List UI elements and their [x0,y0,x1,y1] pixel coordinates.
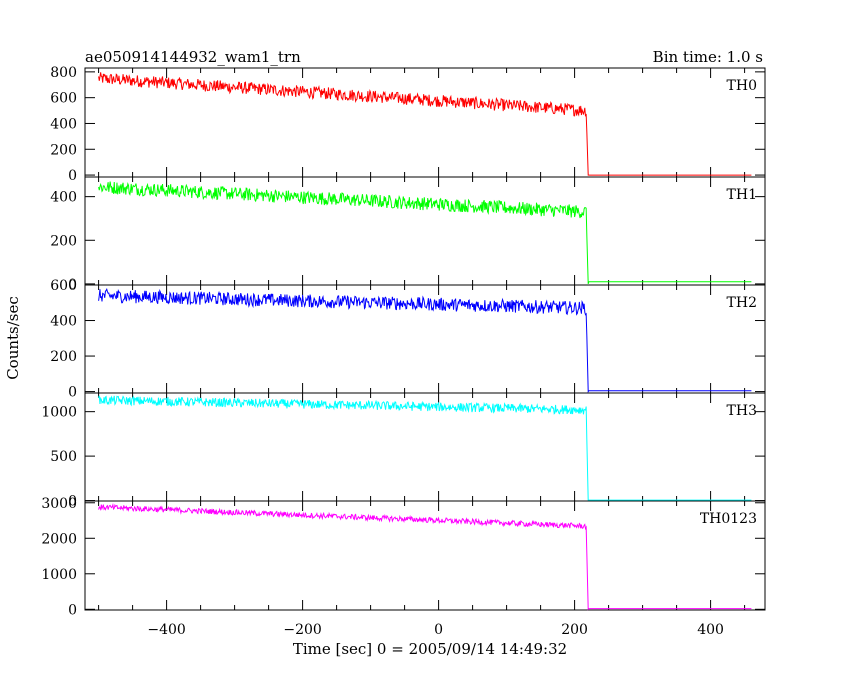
y-tick-label: 0 [68,277,77,293]
x-tick-label: −400 [147,622,185,638]
x-tick-label: −200 [283,622,321,638]
y-tick-label: 200 [50,142,77,158]
panel-label: TH1 [727,187,757,203]
x-tick-label: 0 [434,622,443,638]
y-tick-label: 200 [50,233,77,249]
panel-frame [84,176,766,286]
panel-th3: 0 500 1000 TH3 [41,392,766,510]
series-line-th1 [98,181,752,285]
panel-frame [84,500,766,611]
panel-th0: 0 200 400 600 800 TH0 [50,65,766,184]
x-tick-label: 400 [697,622,724,638]
y-tick-label: 600 [50,278,77,294]
y-tick-label: 2000 [41,531,77,547]
panel-frame [84,392,766,502]
series-line-th3 [98,395,752,502]
series-line-th0123 [98,502,752,611]
y-tick-label: 0 [68,494,77,510]
y-tick-label: 1000 [41,405,77,421]
y-tick-label: 400 [50,190,77,206]
x-axis-label: Time [sec] 0 = 2005/09/14 14:49:32 [293,640,567,658]
y-tick-label: 600 [50,91,77,107]
bin-time-label: Bin time: 1.0 s [653,48,763,66]
panel-label: TH0 [727,78,757,94]
panel-label: TH2 [727,295,757,311]
y-tick-label: 400 [50,314,77,330]
y-tick-label: 0 [68,385,77,401]
series-line-th2 [98,288,752,394]
panel-th0123: 0 1000 2000 3000 TH0123 [41,496,766,618]
panel-frame [84,67,766,178]
panel-label: TH3 [727,403,757,419]
series-line-th0 [98,72,752,176]
y-axis-label: Counts/sec [4,296,22,380]
y-tick-label: 800 [50,65,77,81]
panel-th2: 0 200 400 600 TH2 [50,278,766,401]
y-tick-label: 200 [50,349,77,365]
panel-th1: 0 200 400 TH1 [50,176,766,293]
chart-title: ae050914144932_wam1_trn [85,48,301,66]
x-tick-label: 200 [561,622,588,638]
y-tick-label: 3000 [41,496,77,512]
y-tick-label: 0 [68,602,77,618]
y-tick-label: 0 [68,168,77,184]
panel-label: TH0123 [700,511,757,527]
y-tick-label: 400 [50,116,77,132]
y-tick-label: 500 [50,449,77,465]
y-tick-label: 1000 [41,567,77,583]
